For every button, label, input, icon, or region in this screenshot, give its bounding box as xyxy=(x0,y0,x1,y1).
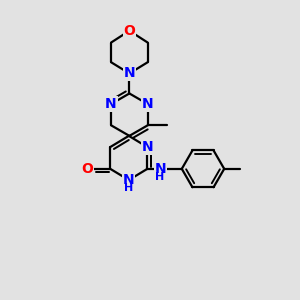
Text: H: H xyxy=(124,183,133,193)
Text: O: O xyxy=(124,24,135,38)
Text: O: O xyxy=(82,162,94,176)
Text: H: H xyxy=(155,172,165,182)
Text: N: N xyxy=(142,140,153,154)
Text: N: N xyxy=(105,97,117,111)
Text: N: N xyxy=(155,162,167,176)
Text: N: N xyxy=(124,66,135,80)
Text: N: N xyxy=(123,173,135,187)
Text: N: N xyxy=(142,97,154,111)
